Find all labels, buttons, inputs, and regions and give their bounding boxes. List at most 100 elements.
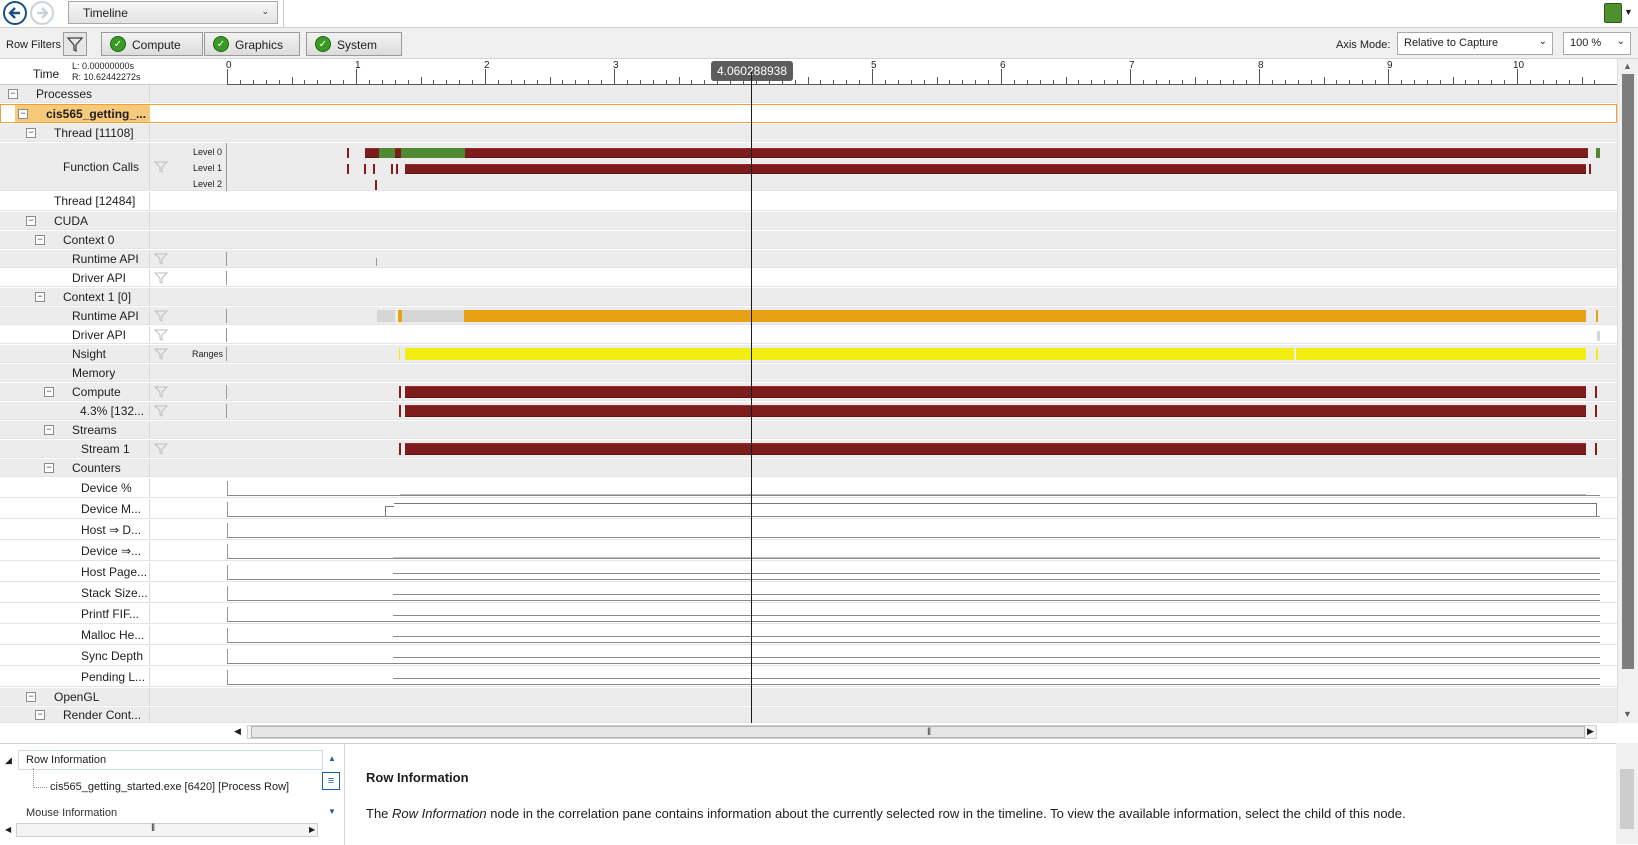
funnel-icon[interactable]	[154, 272, 168, 284]
collapse-icon[interactable]: −	[35, 292, 45, 302]
scroll-right-icon[interactable]: ▶	[309, 825, 316, 834]
funnel-icon[interactable]	[154, 386, 168, 398]
list-view-button[interactable]: ≡	[322, 772, 340, 790]
row-context-1[interactable]: − Context 1 [0]	[0, 288, 1617, 306]
kernel-bar[interactable]	[405, 405, 1586, 417]
row-processes[interactable]: − Processes	[0, 85, 1617, 103]
scroll-up-icon[interactable]: ▲	[328, 754, 336, 763]
tree-node-mouse-information[interactable]: Mouse Information	[26, 807, 118, 819]
scrollbar-thumb[interactable]	[1622, 74, 1634, 669]
collapse-icon[interactable]: −	[18, 109, 28, 119]
collapse-icon[interactable]: −	[26, 692, 36, 702]
function-call-bar[interactable]	[365, 148, 1588, 158]
scrollbar-thumb[interactable]: ‖	[251, 726, 1585, 738]
row-filter-button[interactable]	[63, 32, 87, 56]
forward-button[interactable]	[30, 1, 54, 25]
row-thread-12484[interactable]: Thread [12484]	[0, 192, 1617, 211]
app-menu-icon[interactable]	[1604, 3, 1622, 23]
row-function-calls[interactable]: Function Calls Level 0 Level 1 Level 2	[0, 143, 1617, 191]
filter-graphics-button[interactable]: ✓ Graphics	[204, 32, 300, 56]
scroll-up-icon[interactable]: ▲	[1623, 61, 1632, 71]
row-opengl[interactable]: − OpenGL	[0, 688, 1617, 706]
tree-collapse-icon[interactable]: ◢	[5, 755, 12, 765]
range-bar[interactable]	[1296, 348, 1586, 360]
scroll-down-icon[interactable]: ▼	[1623, 709, 1632, 719]
info-vertical-scrollbar[interactable]	[1616, 743, 1638, 844]
row-counter-stack-size[interactable]: Stack Size...	[0, 583, 1617, 603]
time-ruler[interactable]: Time L: 0.00000000s R: 10.62442272s 0 1 …	[0, 59, 1617, 85]
tree-node-process-row[interactable]: cis565_getting_started.exe [6420] [Proce…	[50, 781, 290, 793]
tree-node-row-information[interactable]: Row Information	[26, 754, 107, 766]
function-call-bar[interactable]	[401, 148, 465, 158]
vertical-scrollbar[interactable]: ▲ ▼	[1617, 59, 1638, 723]
scroll-left-icon[interactable]: ◀	[5, 825, 12, 834]
collapse-icon[interactable]: −	[44, 387, 54, 397]
cursor-time-badge[interactable]: 4.060288938	[711, 61, 793, 81]
range-bar[interactable]	[1596, 348, 1598, 360]
runtime-api-bar[interactable]	[464, 310, 1586, 322]
range-bar[interactable]	[405, 348, 1294, 360]
funnel-icon[interactable]	[154, 253, 168, 265]
row-kernel[interactable]: 4.3% [132...	[0, 402, 1617, 420]
collapse-icon[interactable]: −	[44, 463, 54, 473]
collapse-icon[interactable]: −	[8, 89, 18, 99]
funnel-icon[interactable]	[154, 161, 168, 173]
axis-mode-select[interactable]: Relative to Capture ⌄	[1397, 32, 1553, 55]
funnel-icon[interactable]	[154, 329, 168, 341]
driver-api-bar[interactable]	[1597, 331, 1600, 341]
compute-kernel-bar[interactable]	[405, 386, 1586, 398]
row-counter-sync-depth[interactable]: Sync Depth	[0, 646, 1617, 666]
row-context-0[interactable]: − Context 0	[0, 231, 1617, 249]
funnel-icon[interactable]	[154, 310, 168, 322]
horizontal-scrollbar[interactable]: ◀ ‖ ▶	[227, 723, 1617, 742]
function-call-bar[interactable]	[405, 164, 1586, 174]
filter-compute-button[interactable]: ✓ Compute	[101, 32, 203, 56]
row-counter-host-page[interactable]: Host Page...	[0, 562, 1617, 582]
row-process-selected[interactable]: − cis565_getting_...	[0, 104, 1617, 123]
zoom-select[interactable]: 100 % ⌄	[1563, 32, 1631, 55]
row-counter-device-pct[interactable]: Device %	[0, 478, 1617, 498]
row-counter-pending-launch[interactable]: Pending L...	[0, 667, 1617, 687]
scroll-down-icon[interactable]: ▼	[328, 807, 336, 816]
row-counter-device-mem[interactable]: Device M...	[0, 499, 1617, 519]
collapse-icon[interactable]: −	[26, 216, 36, 226]
runtime-api-bar[interactable]	[398, 310, 402, 322]
collapse-icon[interactable]: −	[44, 425, 54, 435]
funnel-icon[interactable]	[154, 443, 168, 455]
row-runtime-api-ctx1[interactable]: Runtime API	[0, 307, 1617, 325]
row-memory[interactable]: Memory	[0, 364, 1617, 382]
scroll-right-icon[interactable]: ▶	[1587, 726, 1594, 736]
row-driver-api-ctx1[interactable]: Driver API	[0, 326, 1617, 344]
row-counter-printf-fifo[interactable]: Printf FIF...	[0, 604, 1617, 624]
row-counter-device-to-host[interactable]: Device ⇒...	[0, 541, 1617, 561]
row-counter-malloc-heap[interactable]: Malloc He...	[0, 625, 1617, 645]
row-stream-1[interactable]: Stream 1	[0, 440, 1617, 458]
scrollbar-thumb[interactable]	[1620, 769, 1634, 829]
runtime-api-bar[interactable]	[377, 310, 395, 322]
view-selector[interactable]: Timeline ⌄	[68, 1, 278, 24]
row-nsight[interactable]: Nsight Ranges	[0, 345, 1617, 363]
row-thread-11108[interactable]: − Thread [11108]	[0, 124, 1617, 142]
collapse-icon[interactable]: −	[35, 235, 45, 245]
funnel-icon[interactable]	[154, 348, 168, 360]
app-menu-chevron-icon[interactable]: ▼	[1624, 7, 1633, 17]
time-cursor-line[interactable]	[751, 72, 752, 723]
row-driver-api-ctx0[interactable]: Driver API	[0, 269, 1617, 287]
runtime-api-bar[interactable]	[1596, 310, 1598, 322]
collapse-icon[interactable]: −	[35, 710, 45, 720]
row-runtime-api-ctx0[interactable]: Runtime API	[0, 250, 1617, 268]
collapse-icon[interactable]: −	[26, 128, 36, 138]
row-counter-host-to-device[interactable]: Host ⇒ D...	[0, 520, 1617, 540]
function-call-bar[interactable]	[1596, 148, 1600, 158]
row-cuda[interactable]: − CUDA	[0, 212, 1617, 230]
row-compute[interactable]: − Compute	[0, 383, 1617, 401]
back-button[interactable]	[3, 1, 27, 25]
row-counters[interactable]: − Counters	[0, 459, 1617, 477]
funnel-icon[interactable]	[154, 405, 168, 417]
function-call-bar[interactable]	[379, 148, 395, 158]
range-bar[interactable]	[399, 348, 400, 360]
row-streams[interactable]: − Streams	[0, 421, 1617, 439]
stream-bar[interactable]	[405, 443, 1586, 455]
tree-horizontal-scrollbar[interactable]: ‖	[16, 823, 318, 837]
filter-system-button[interactable]: ✓ System	[306, 32, 402, 56]
